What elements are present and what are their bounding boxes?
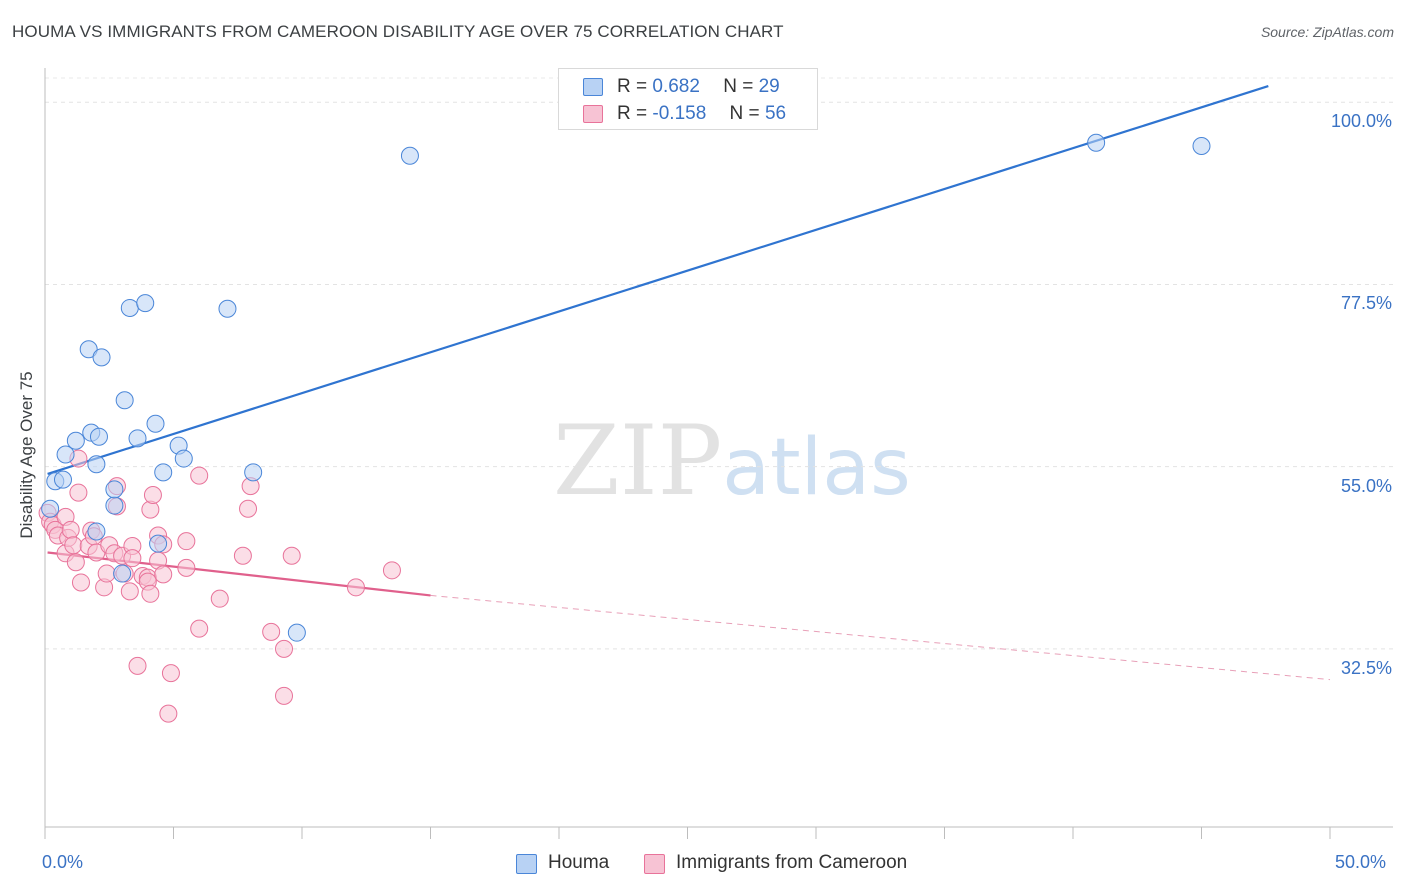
legend-houma-r-label: R = <box>617 76 648 97</box>
houma-point <box>287 623 306 642</box>
watermark: ZIPatlas <box>553 405 911 517</box>
legend-swatch-cameroon <box>583 105 603 123</box>
houma-point <box>146 414 165 433</box>
y-tick-label: 32.5% <box>1340 657 1392 678</box>
series-legend-houma-label: Houma <box>548 852 610 873</box>
cameroon-point <box>177 558 196 577</box>
houma-point <box>115 391 134 410</box>
cameroon-point <box>69 483 88 502</box>
houma-point <box>87 522 106 541</box>
correlation-legend: R = 0.682 N = 29 R = -0.158 N = 56 <box>558 68 818 130</box>
houma-point <box>1192 137 1211 156</box>
cameroon-point <box>177 532 196 551</box>
houma-point <box>400 146 419 165</box>
houma-point <box>1087 133 1106 152</box>
houma-trend-line <box>47 85 1269 476</box>
houma-point <box>87 455 106 474</box>
cameroon-point <box>282 546 301 565</box>
cameroon-point <box>233 546 252 565</box>
cameroon-point <box>143 486 162 505</box>
cameroon-point <box>239 499 258 518</box>
cameroon-point <box>141 584 160 603</box>
cameroon-point <box>64 536 83 555</box>
axes <box>44 68 1393 839</box>
houma-point <box>120 298 139 317</box>
cameroon-point <box>346 578 365 597</box>
houma-point <box>89 427 108 446</box>
y-tick-label: 77.5% <box>1340 293 1392 314</box>
series-legend-cameroon-label: Immigrants from Cameroon <box>676 852 908 873</box>
houma-point <box>53 470 72 489</box>
legend-cameroon-n-value: 56 <box>764 103 787 124</box>
legend-cameroon-r-value: -0.158 <box>652 103 707 124</box>
cameroon-point <box>275 639 294 658</box>
series-legend-cameroon-swatch <box>644 854 665 874</box>
houma-point <box>56 445 75 464</box>
legend-cameroon-r-label: R = <box>617 103 648 124</box>
cameroon-point <box>97 564 116 583</box>
houma-point <box>79 340 98 359</box>
chart-title: HOUMA VS IMMIGRANTS FROM CAMEROON DISABI… <box>12 22 784 41</box>
y-axis-title: Disability Age Over 75 <box>17 371 36 539</box>
legend-houma-n-label: N = <box>723 76 754 97</box>
cameroon-point <box>71 573 90 592</box>
houma-point <box>174 449 193 468</box>
trend-lines <box>47 85 1331 681</box>
y-tick-label: 55.0% <box>1340 475 1392 496</box>
cameroon-point <box>154 565 173 584</box>
cameroon-point <box>161 664 180 683</box>
series-legend-houma-swatch <box>516 854 537 874</box>
houma-point <box>136 294 155 313</box>
legend-swatch-houma <box>583 78 603 96</box>
cameroon-point <box>210 589 229 608</box>
chart-source: Source: ZipAtlas.com <box>1260 24 1394 40</box>
cameroon-point <box>159 704 178 723</box>
watermark-zip: ZIP <box>553 405 723 517</box>
houma-point <box>105 480 124 499</box>
houma-point <box>92 348 111 367</box>
cameroon-point <box>275 686 294 705</box>
legend-houma-n-value: 29 <box>758 76 780 97</box>
houma-point <box>41 499 60 518</box>
houma-point <box>149 534 168 553</box>
cameroon-point <box>382 561 401 580</box>
x-tick-label-min: 0.0% <box>42 852 84 872</box>
cameroon-point <box>190 466 209 485</box>
y-tick-label: 100.0% <box>1330 111 1392 132</box>
houma-point <box>113 564 132 583</box>
cameroon-point <box>262 622 281 641</box>
houma-point <box>66 431 85 450</box>
watermark-atlas: atlas <box>722 423 911 513</box>
cameroon-point <box>120 582 139 601</box>
houma-point <box>218 299 237 318</box>
houma-point <box>105 496 124 515</box>
cameroon-point <box>61 520 80 539</box>
houma-point <box>244 463 263 482</box>
x-tick-label-max: 50.0% <box>1335 852 1387 872</box>
legend-cameroon-n-label: N = <box>729 103 760 124</box>
legend-houma-r-value: 0.682 <box>652 76 700 97</box>
houma-point <box>128 429 147 448</box>
data-points <box>38 133 1211 723</box>
cameroon-point <box>123 549 142 568</box>
cameroon-trend-projection <box>430 594 1331 681</box>
houma-point <box>154 463 173 482</box>
cameroon-point <box>128 656 147 675</box>
cameroon-point <box>66 553 85 572</box>
cameroon-point <box>190 619 209 638</box>
